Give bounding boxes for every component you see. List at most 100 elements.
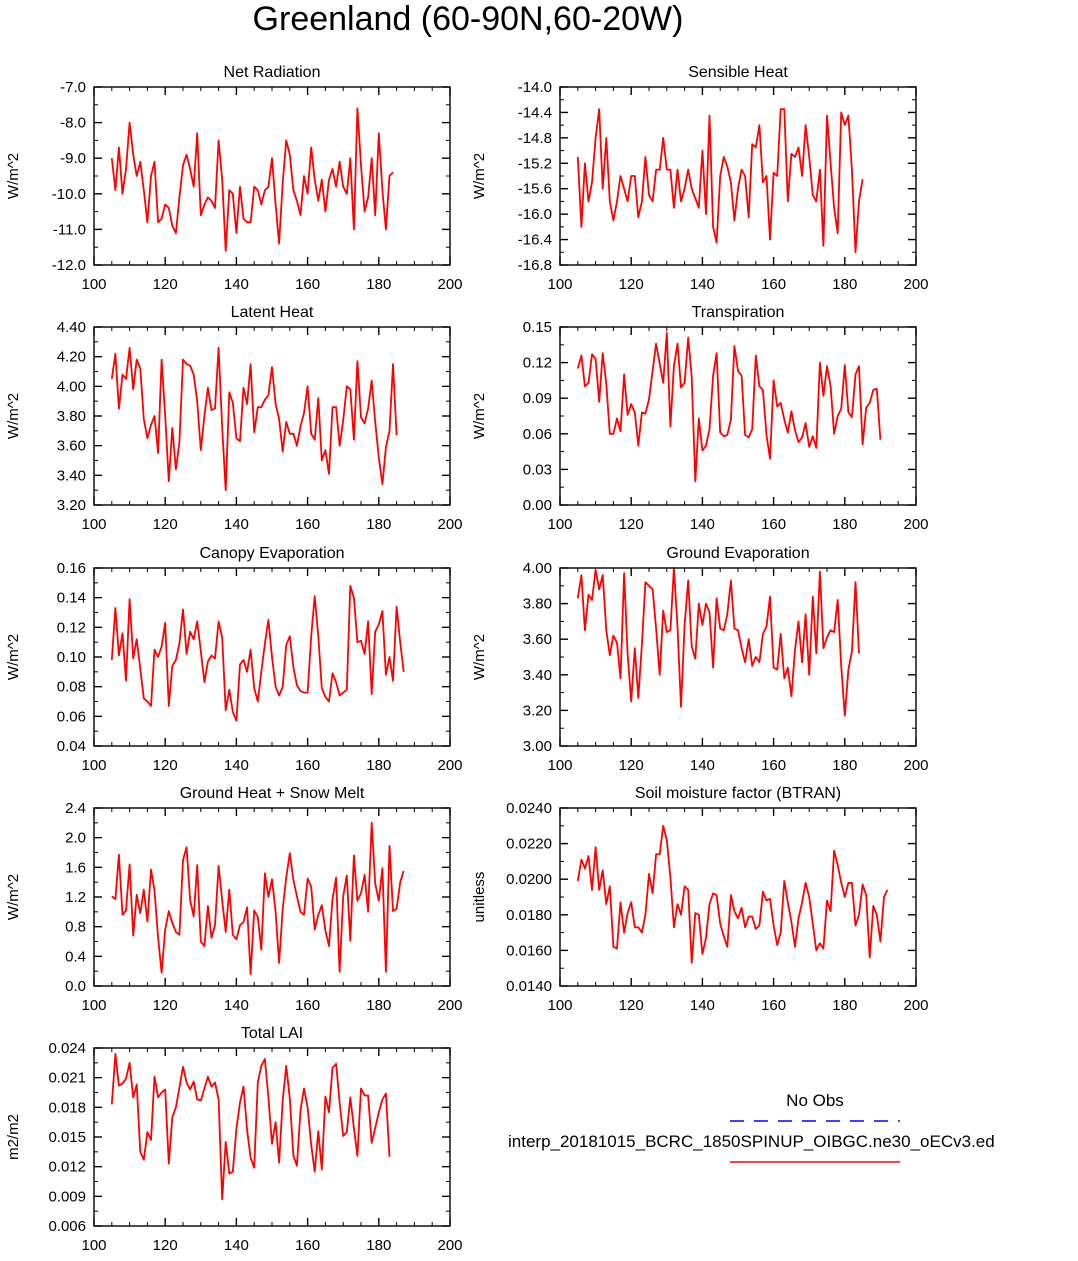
x-tick-label: 120 — [619, 276, 644, 293]
y-tick-label: 0.018 — [48, 1099, 86, 1116]
y-tick-label: 0.0200 — [506, 871, 552, 888]
y-tick-label: -7.0 — [60, 79, 86, 96]
x-tick-label: 140 — [224, 276, 249, 293]
y-tick-label: -10.0 — [52, 186, 86, 203]
y-tick-label: 0.015 — [48, 1129, 86, 1146]
y-tick-label: 0.14 — [57, 590, 86, 607]
y-tick-label: 0.0220 — [506, 836, 552, 853]
panel-3: Latent Heat W/m^2 100 120 140 160 180 200 3.20 3.… — [5, 304, 463, 533]
x-tick-label: 160 — [295, 276, 320, 293]
plot-frame — [93, 567, 451, 747]
y-tick-label: 0.4 — [65, 948, 86, 965]
panel-6: Ground Evaporation W/m^2 100 120 140 160 180 20… — [471, 545, 929, 774]
y-tick-label: -9.0 — [60, 150, 86, 167]
plot-frame — [559, 807, 917, 987]
y-tick-label: 0.12 — [523, 355, 552, 372]
y-tick-label: 0.8 — [65, 919, 86, 936]
x-tick-label: 200 — [903, 276, 928, 293]
x-tick-label: 200 — [437, 516, 462, 533]
y-tick-label: 3.00 — [523, 738, 552, 755]
y-axis-label: W/m^2 — [5, 153, 22, 199]
series-line — [576, 567, 860, 717]
x-tick-label: 140 — [224, 1237, 249, 1254]
x-tick-label: 100 — [81, 757, 106, 774]
x-tick-label: 200 — [903, 516, 928, 533]
y-tick-label: -14.4 — [518, 104, 552, 121]
series-line — [110, 1053, 391, 1201]
x-tick-label: 160 — [295, 997, 320, 1014]
panel-4: Transpiration W/m^2 100 120 140 160 180 200 0.00… — [471, 304, 929, 533]
x-tick-label: 120 — [153, 997, 178, 1014]
y-tick-label: 4.20 — [57, 349, 86, 366]
y-tick-label: 3.80 — [523, 596, 552, 613]
legend-model-label: interp_20181015_BCRC_1850SPINUP_OIBGC.ne… — [508, 1132, 995, 1151]
y-tick-label: 1.6 — [65, 859, 86, 876]
y-tick-label: 0.0180 — [506, 907, 552, 924]
y-tick-label: 3.40 — [523, 667, 552, 684]
x-tick-label: 140 — [690, 276, 715, 293]
y-tick-label: -14.8 — [518, 130, 552, 147]
y-tick-label: 2.4 — [65, 800, 86, 817]
panel-title: Net Radiation — [224, 64, 321, 81]
y-axis-label: m2/m2 — [5, 1114, 22, 1160]
y-tick-label: 0.04 — [57, 738, 86, 755]
x-tick-label: 200 — [437, 997, 462, 1014]
panel-title: Sensible Heat — [688, 64, 788, 81]
x-tick-label: 140 — [224, 757, 249, 774]
y-tick-label: -16.8 — [518, 257, 552, 274]
panel-2: Sensible Heat W/m^2 100 120 140 160 180 200 -16.… — [471, 64, 929, 293]
x-tick-label: 100 — [81, 516, 106, 533]
y-tick-label: 0.021 — [48, 1070, 86, 1087]
x-tick-label: 160 — [761, 516, 786, 533]
y-axis-label: W/m^2 — [471, 393, 488, 439]
panel-title: Soil moisture factor (BTRAN) — [635, 785, 841, 802]
panel-1: Net Radiation W/m^2 100 120 140 160 180 200 -12.… — [5, 64, 463, 293]
panel-title: Canopy Evaporation — [200, 545, 345, 562]
x-tick-label: 160 — [761, 757, 786, 774]
x-tick-label: 160 — [761, 276, 786, 293]
x-tick-label: 180 — [832, 516, 857, 533]
panel-title: Latent Heat — [231, 304, 314, 321]
x-tick-label: 140 — [690, 757, 715, 774]
y-axis-label: W/m^2 — [471, 634, 488, 680]
y-tick-label: 0.0240 — [506, 800, 552, 817]
x-tick-label: 120 — [153, 1237, 178, 1254]
plot-frame — [93, 326, 451, 506]
y-tick-label: -11.0 — [53, 221, 86, 238]
y-tick-label: 1.2 — [65, 889, 86, 906]
y-axis-label: W/m^2 — [5, 393, 22, 439]
y-tick-label: 0.15 — [523, 319, 552, 336]
plot-frame — [93, 1047, 451, 1227]
x-tick-label: 140 — [224, 997, 249, 1014]
x-tick-label: 100 — [547, 997, 572, 1014]
x-tick-label: 100 — [547, 276, 572, 293]
y-tick-label: 0.0140 — [506, 978, 552, 995]
x-tick-label: 200 — [437, 276, 462, 293]
x-tick-label: 120 — [153, 276, 178, 293]
figure-title: Greenland (60-90N,60-20W) — [253, 0, 684, 38]
y-tick-label: 0.0 — [65, 978, 86, 995]
x-tick-label: 100 — [547, 516, 572, 533]
series-line — [111, 821, 405, 975]
y-tick-label: 0.024 — [48, 1040, 86, 1057]
series-line — [110, 107, 394, 252]
y-tick-label: -8.0 — [60, 115, 86, 132]
y-axis-label: W/m^2 — [471, 153, 488, 199]
x-tick-label: 200 — [903, 757, 928, 774]
x-tick-label: 180 — [832, 997, 857, 1014]
series-line — [110, 346, 398, 492]
panel-8: Soil moisture factor (BTRAN) unitless 100 1… — [471, 785, 929, 1014]
y-tick-label: 2.0 — [65, 830, 86, 847]
x-tick-label: 160 — [295, 1237, 320, 1254]
plot-frame — [559, 86, 917, 266]
y-axis-label: W/m^2 — [5, 634, 22, 680]
x-tick-label: 160 — [295, 516, 320, 533]
y-tick-label: -15.6 — [518, 181, 552, 198]
y-axis-label: unitless — [471, 872, 488, 923]
series-line — [576, 824, 889, 964]
y-tick-label: 4.00 — [523, 560, 552, 577]
y-tick-label: 0.09 — [523, 390, 552, 407]
y-tick-label: 0.00 — [523, 497, 552, 514]
x-tick-label: 180 — [366, 997, 391, 1014]
x-tick-label: 100 — [81, 997, 106, 1014]
